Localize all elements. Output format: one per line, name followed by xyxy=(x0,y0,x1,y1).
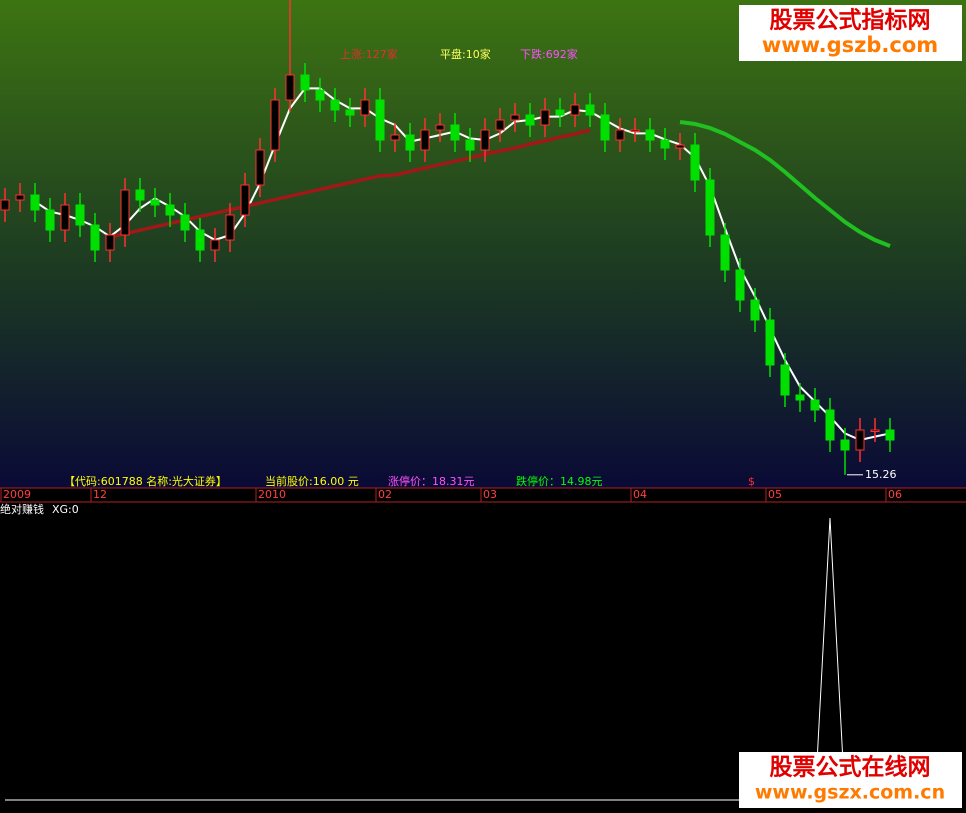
candle-body xyxy=(270,99,280,151)
date-label: 12 xyxy=(93,488,107,501)
candle-body xyxy=(750,299,760,321)
market-flat: 平盘:10家 xyxy=(440,47,491,61)
candle-body xyxy=(45,209,55,231)
candle-body xyxy=(435,124,445,131)
candle-body xyxy=(810,399,820,411)
candle-body xyxy=(645,129,655,141)
ma-line xyxy=(34,87,891,442)
candle-body xyxy=(60,204,70,231)
candle-body xyxy=(345,109,355,116)
stock-code: 【代码:601788 名称:光大证券】 xyxy=(64,474,227,488)
ma-line xyxy=(109,128,591,239)
candle-body xyxy=(885,429,895,441)
date-label: 06 xyxy=(888,488,902,501)
candle-body xyxy=(105,234,115,251)
candle-body xyxy=(0,199,10,211)
candle-body xyxy=(240,184,250,216)
watermark-url: www.gszx.com.cn xyxy=(755,782,945,804)
candle-body xyxy=(15,194,25,201)
ma-line xyxy=(679,120,891,248)
watermark-title: 股票公式在线网 xyxy=(770,754,931,781)
candle-body xyxy=(300,74,310,91)
candle-body xyxy=(330,99,340,111)
candle-body xyxy=(450,124,460,141)
candle-body xyxy=(375,99,385,141)
candle-body xyxy=(255,149,265,186)
candle-body xyxy=(165,204,175,216)
watermark-box xyxy=(739,5,962,61)
candle-body xyxy=(465,139,475,151)
low-label: 15.26 xyxy=(865,468,897,481)
date-label: 03 xyxy=(483,488,497,501)
candle-body xyxy=(480,129,490,151)
date-label: 2009 xyxy=(3,488,31,501)
candle-body xyxy=(420,129,430,151)
watermark-title: 股票公式指标网 xyxy=(770,8,931,34)
watermark-box xyxy=(739,752,962,808)
candle-body xyxy=(555,109,565,116)
limit-down: 跌停价：14.98元 xyxy=(516,474,603,488)
candle-body xyxy=(75,204,85,226)
signal-mark: $ xyxy=(748,475,755,488)
date-strip xyxy=(0,488,966,503)
candle-body xyxy=(180,214,190,231)
date-label: 2010 xyxy=(258,488,286,501)
candle-body xyxy=(795,394,805,401)
candle-body xyxy=(840,439,850,451)
candle-body xyxy=(405,134,415,151)
date-label: 05 xyxy=(768,488,782,501)
candle-body xyxy=(765,319,775,366)
candle-body xyxy=(195,229,205,251)
market-up: 上涨:127家 xyxy=(340,47,398,61)
candle-body xyxy=(870,429,880,432)
candle-body xyxy=(315,89,325,101)
candle-body xyxy=(150,199,160,206)
candle-body xyxy=(225,214,235,241)
current-price: 当前股价:16.00 元 xyxy=(265,474,359,488)
limit-up: 涨停价：18.31元 xyxy=(388,474,475,488)
candle-body xyxy=(495,119,505,131)
market-down: 下跌:692家 xyxy=(520,47,578,61)
candle-body xyxy=(585,104,595,116)
indicator-name: 绝对赚钱 xyxy=(0,502,44,516)
main-panel xyxy=(0,0,966,488)
candle-body xyxy=(720,234,730,271)
candle-body xyxy=(825,409,835,441)
candle-body xyxy=(210,239,220,251)
candle-body xyxy=(600,114,610,141)
candle-body xyxy=(285,74,295,101)
candle-body xyxy=(525,114,535,126)
indicator-label: XG:0 xyxy=(52,503,79,516)
watermark-url: www.gszb.com xyxy=(762,33,938,57)
date-label: 02 xyxy=(378,488,392,501)
candle-body xyxy=(135,189,145,201)
candle-body xyxy=(855,429,865,451)
candle-body xyxy=(630,129,640,132)
candle-body xyxy=(615,129,625,141)
candle-body xyxy=(690,144,700,181)
candle-body xyxy=(675,144,685,149)
date-label: 04 xyxy=(633,488,647,501)
candle-body xyxy=(570,104,580,116)
candle-body xyxy=(360,99,370,116)
candle-body xyxy=(510,114,520,121)
candle-body xyxy=(780,364,790,396)
candle-body xyxy=(30,194,40,211)
candle-body xyxy=(735,269,745,301)
candle-body xyxy=(120,189,130,236)
candle-body xyxy=(540,109,550,126)
candle-body xyxy=(705,179,715,236)
candle-body xyxy=(390,134,400,141)
candle-body xyxy=(90,224,100,251)
candle-body xyxy=(660,139,670,149)
